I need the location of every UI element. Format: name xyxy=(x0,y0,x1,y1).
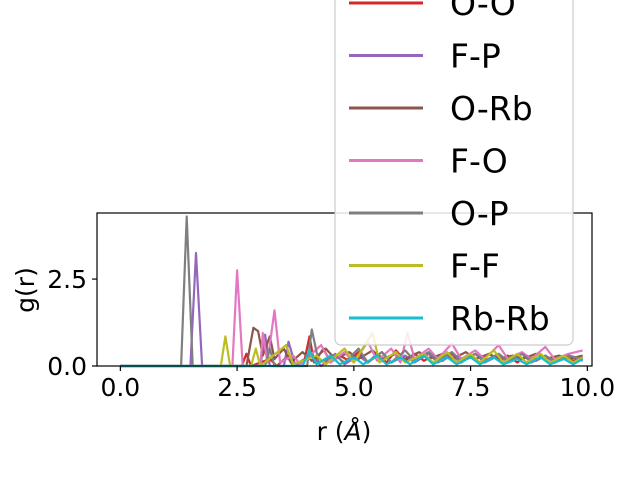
legend-label: F-F xyxy=(450,247,500,286)
y-tick-label: 2.5 xyxy=(47,265,87,294)
legend: O-O F-P O-Rb F-O O-P F-F Rb-Rb xyxy=(334,0,574,346)
x-tick-label: 7.5 xyxy=(451,373,491,402)
legend-label: Rb-Rb xyxy=(450,299,550,338)
legend-label: O-O xyxy=(450,0,516,23)
y-axis-ticks: 0.0 2.5 xyxy=(47,265,97,381)
legend-label: O-Rb xyxy=(450,89,533,128)
x-tick-label: 2.5 xyxy=(217,373,257,402)
x-tick-label: 10.0 xyxy=(559,373,615,402)
legend-label: F-O xyxy=(450,142,508,181)
legend-label: O-P xyxy=(450,194,509,233)
x-axis-ticks: 0.0 2.5 5.0 7.5 10.0 xyxy=(100,366,615,402)
x-tick-label: 5.0 xyxy=(334,373,374,402)
series-lines xyxy=(120,215,584,368)
y-tick-label: 0.0 xyxy=(47,352,87,381)
y-axis-label: g(r) xyxy=(11,267,40,313)
series-line-rb-rb xyxy=(120,349,584,368)
x-tick-label: 0.0 xyxy=(100,373,140,402)
legend-label: F-P xyxy=(450,37,501,76)
x-axis-label: r (Å) xyxy=(317,417,372,446)
legend-box xyxy=(334,0,574,346)
